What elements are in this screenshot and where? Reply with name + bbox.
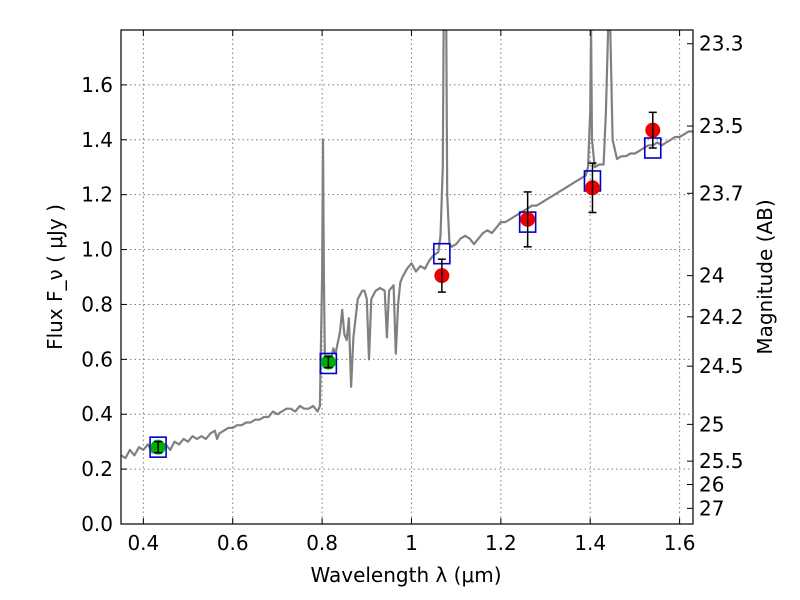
y2-tick-label: 24.5 [699,354,744,378]
data-layer [121,30,693,460]
y-tick-label: 0.6 [81,347,113,371]
y2-tick-label: 25 [699,412,724,436]
y2-axis-title: Magnitude (AB) [753,199,777,354]
model-flux-box [319,352,338,375]
y2-tick-label: 24 [699,264,724,288]
y-tick-label: 0.0 [81,512,113,536]
x-tick-label: 1 [405,531,418,555]
x-tick-label: 0.8 [306,531,338,555]
sed-model-line [121,30,693,460]
model-flux-box [149,436,167,458]
y-tick-label: 0.2 [81,457,113,481]
x-axis-title: Wavelength λ (μm) [310,563,501,587]
x-tick-label: 1.2 [485,531,517,555]
y2-tick-label: 23.5 [699,114,744,138]
y-tick-label: 1.4 [81,128,113,152]
tick-layer: 0.4 0.6 0.8 1 1.2 1.4 1.6 0.0 0.2 0.4 0.6 0.8 1.0 1.2… [81,30,744,555]
x-tick-label: 1.6 [664,531,696,555]
y-axis-title: Flux F_ν ( μJy ) [43,204,67,350]
y-tick-label: 1.0 [81,238,113,262]
y-tick-label: 0.4 [81,402,113,426]
x-tick-label: 1.4 [574,531,606,555]
y2-tick-label: 23.7 [699,181,744,205]
y2-tick-label: 23.3 [699,32,744,56]
y2-tick-label: 25.5 [699,449,744,473]
y-tick-label: 0.8 [81,292,113,316]
x-tick-label: 0.6 [217,531,249,555]
grid-layer [121,30,693,524]
x-axis-title-text: Wavelength λ (μm) [310,563,501,587]
y-tick-label: 1.6 [81,73,113,97]
y2-tick-label: 26 [699,472,724,496]
y-axis-title-text: Flux F_ν ( μJy ) [43,204,67,350]
x-tick-label: 0.4 [127,531,159,555]
plot-frame [120,29,694,525]
y2-tick-label: 24.2 [699,305,744,329]
y-tick-label: 1.2 [81,183,113,207]
y2-tick-label: 27 [699,496,724,520]
